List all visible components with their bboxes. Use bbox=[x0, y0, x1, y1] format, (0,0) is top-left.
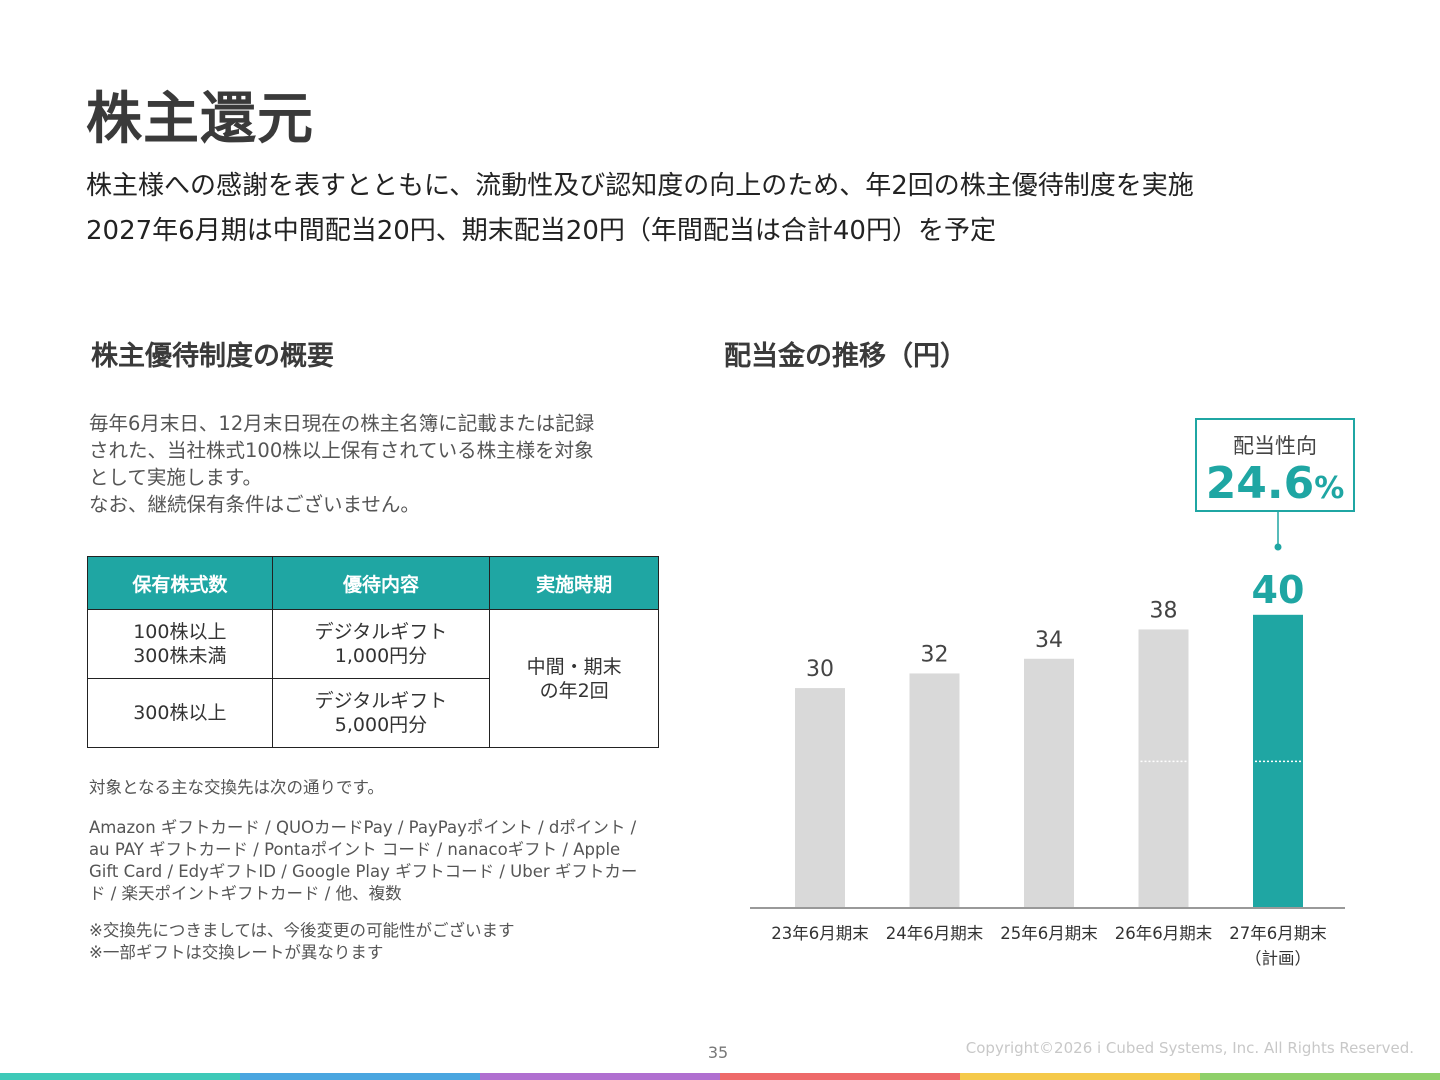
bar bbox=[910, 673, 960, 908]
note-line: ※一部ギフトは交換レートが異なります bbox=[89, 942, 689, 964]
header-timing: 実施時期 bbox=[490, 557, 659, 610]
cell-line: 300株以上 bbox=[89, 701, 271, 725]
exchange-line: au PAY ギフトカード / Pontaポイント コード / nanacoギフ… bbox=[89, 839, 689, 861]
category-label: 27年6月期末 bbox=[1229, 924, 1327, 943]
description-line: 毎年6月末日、12月末日現在の株主名簿に記載または記録 bbox=[89, 410, 669, 437]
footer-color-segment bbox=[720, 1073, 960, 1080]
header-content: 優待内容 bbox=[272, 557, 490, 610]
category-label: 25年6月期末 bbox=[1000, 924, 1098, 943]
footer-color-bar bbox=[0, 1073, 1440, 1080]
cell-content: デジタルギフト 1,000円分 bbox=[272, 610, 490, 679]
cell-line: デジタルギフト bbox=[274, 689, 489, 713]
cell-line: 300株未満 bbox=[89, 644, 271, 668]
category-sublabel: （計画） bbox=[1245, 949, 1311, 968]
exchange-list: Amazon ギフトカード / QUOカードPay / PayPayポイント /… bbox=[89, 817, 689, 905]
footer-color-segment bbox=[0, 1073, 240, 1080]
subtitle-line: 2027年6月期は中間配当20円、期末配当20円（年間配当は合計40円）を予定 bbox=[86, 209, 1194, 254]
table-row: 100株以上 300株未満 デジタルギフト 1,000円分 中間・期末 の年2回 bbox=[88, 610, 659, 679]
header-shares: 保有株式数 bbox=[88, 557, 273, 610]
footer-color-segment bbox=[960, 1073, 1200, 1080]
subtitle-line: 株主様への感謝を表すとともに、流動性及び認知度の向上のため、年2回の株主優待制度… bbox=[86, 164, 1194, 209]
cell-line: の年2回 bbox=[491, 679, 657, 703]
category-label: 26年6月期末 bbox=[1115, 924, 1213, 943]
data-label: 40 bbox=[1252, 568, 1305, 612]
description-line: された、当社株式100株以上保有されている株主様を対象 bbox=[89, 437, 669, 464]
bar bbox=[795, 688, 845, 908]
category-label: 23年6月期末 bbox=[771, 924, 869, 943]
benefits-description: 毎年6月末日、12月末日現在の株主名簿に記載または記録 された、当社株式100株… bbox=[89, 410, 669, 518]
category-label: 24年6月期末 bbox=[886, 924, 984, 943]
benefits-heading: 株主優待制度の概要 bbox=[91, 334, 334, 373]
payout-ratio-value: 24.6% bbox=[1197, 460, 1353, 513]
payout-ratio-number: 24.6 bbox=[1206, 458, 1315, 509]
notes: ※交換先につきましては、今後変更の可能性がございます ※一部ギフトは交換レートが… bbox=[89, 920, 689, 964]
description-line: なお、継続保有条件はございません。 bbox=[89, 491, 669, 518]
bar bbox=[1024, 659, 1074, 908]
bar bbox=[1139, 629, 1189, 908]
page-number: 35 bbox=[700, 1043, 736, 1062]
footer-color-segment bbox=[480, 1073, 720, 1080]
data-label: 30 bbox=[806, 657, 834, 682]
payout-ratio-unit: % bbox=[1314, 471, 1344, 506]
data-label: 34 bbox=[1035, 628, 1063, 653]
payout-connector-dot bbox=[1275, 544, 1282, 551]
benefits-table: 保有株式数 優待内容 実施時期 100株以上 300株未満 デジタルギフト 1,… bbox=[87, 556, 659, 748]
page-title: 株主還元 bbox=[86, 74, 314, 155]
data-label: 38 bbox=[1150, 598, 1178, 623]
cell-line: 5,000円分 bbox=[274, 713, 489, 737]
cell-timing: 中間・期末 の年2回 bbox=[490, 610, 659, 748]
dividend-chart: 30 23年6月期末 32 24年6月期末 34 25年6月期末 38 26年6月期末 40 27… bbox=[720, 500, 1380, 980]
note-line: ※交換先につきましては、今後変更の可能性がございます bbox=[89, 920, 689, 942]
cell-shares: 100株以上 300株未満 bbox=[88, 610, 273, 679]
subtitle: 株主様への感謝を表すとともに、流動性及び認知度の向上のため、年2回の株主優待制度… bbox=[86, 164, 1194, 254]
cell-shares: 300株以上 bbox=[88, 679, 273, 748]
payout-ratio-box: 配当性向 24.6% bbox=[1195, 418, 1355, 512]
exchange-line: Gift Card / EdyギフトID / Google Play ギフトコー… bbox=[89, 861, 689, 883]
cell-content: デジタルギフト 5,000円分 bbox=[272, 679, 490, 748]
copyright: Copyright©2026 i Cubed Systems, Inc. All… bbox=[966, 1039, 1414, 1057]
exchange-line: Amazon ギフトカード / QUOカードPay / PayPayポイント /… bbox=[89, 817, 689, 839]
data-label: 32 bbox=[921, 642, 949, 667]
payout-ratio-label: 配当性向 bbox=[1197, 430, 1353, 460]
cell-line: 中間・期末 bbox=[491, 655, 657, 679]
footer-color-segment bbox=[1200, 1073, 1440, 1080]
footer-color-segment bbox=[240, 1073, 480, 1080]
cell-line: 1,000円分 bbox=[274, 644, 489, 668]
cell-line: 100株以上 bbox=[89, 620, 271, 644]
cell-line: デジタルギフト bbox=[274, 620, 489, 644]
exchange-intro: 対象となる主な交換先は次の通りです。 bbox=[89, 777, 689, 799]
description-line: として実施します。 bbox=[89, 464, 669, 491]
table-header-row: 保有株式数 優待内容 実施時期 bbox=[88, 557, 659, 610]
dividend-heading: 配当金の推移（円） bbox=[724, 334, 967, 373]
exchange-line: ド / 楽天ポイントギフトカード / 他、複数 bbox=[89, 883, 689, 905]
